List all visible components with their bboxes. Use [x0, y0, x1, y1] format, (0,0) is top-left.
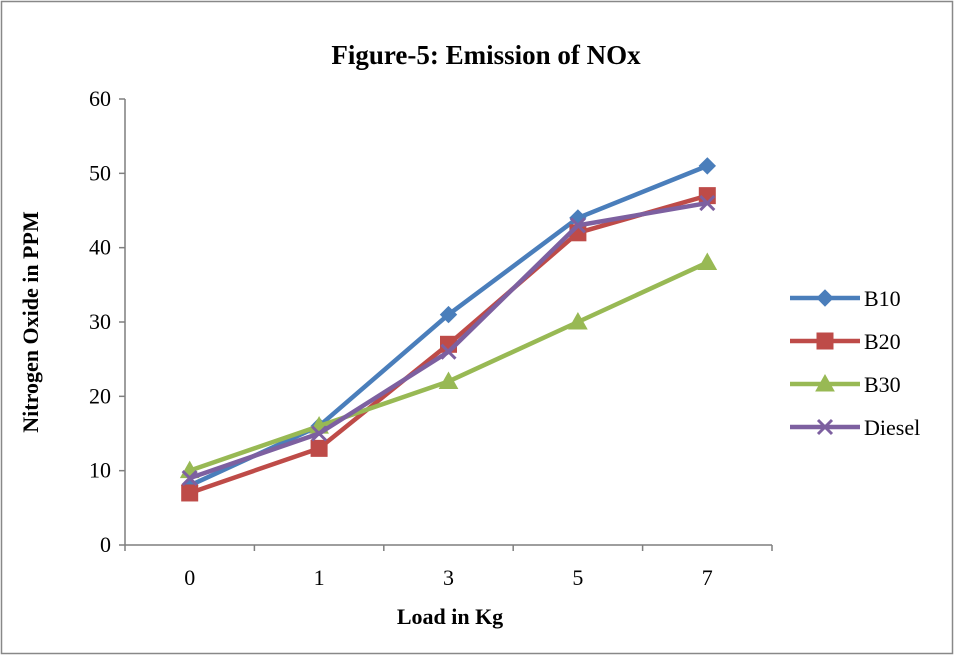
y-tick-label: 30	[89, 309, 111, 334]
legend: B10 B20 B30 Diesel	[790, 286, 920, 440]
chart-title: Figure-5: Emission of NOx	[331, 40, 641, 70]
y-tick-label: 60	[89, 86, 111, 111]
data-point-diesel	[699, 195, 716, 212]
legend-marker-diesel	[816, 418, 834, 436]
data-point-b10	[698, 157, 717, 175]
x-tick-label: 1	[314, 565, 325, 590]
legend-marker-b20	[816, 332, 834, 350]
data-point-b30	[438, 371, 459, 389]
legend-label-diesel: Diesel	[864, 415, 920, 440]
data-point-b10	[439, 305, 458, 324]
legend-item-b30: B30	[790, 372, 901, 397]
y-axis-label: Nitrogen Oxide in PPM	[18, 211, 43, 433]
y-tick-label: 0	[100, 532, 111, 557]
data-point-diesel	[181, 470, 198, 487]
series-diesel	[181, 195, 716, 487]
legend-item-diesel: Diesel	[790, 415, 920, 440]
data-point-diesel	[440, 343, 457, 360]
legend-item-b10: B10	[790, 286, 901, 311]
legend-marker-b30	[815, 373, 835, 392]
y-tick-label: 10	[89, 458, 111, 483]
data-point-b30	[697, 252, 718, 271]
y-tick-label: 40	[89, 235, 111, 260]
x-axis-label: Load in Kg	[397, 604, 503, 629]
plot-area	[179, 157, 718, 502]
legend-label-b20: B20	[864, 329, 901, 354]
data-point-b30	[568, 311, 588, 330]
legend-item-b20: B20	[790, 329, 901, 354]
legend-label-b30: B30	[864, 372, 901, 397]
y-tick-label: 50	[89, 160, 111, 185]
data-point-b20	[310, 439, 328, 457]
data-point-diesel	[569, 217, 586, 234]
x-tick-label: 5	[572, 565, 583, 590]
legend-marker-b10	[816, 289, 834, 307]
y-tick-label: 20	[89, 383, 111, 408]
x-tick-label: 7	[702, 565, 713, 590]
x-tick-label: 3	[443, 565, 454, 590]
x-tick-label: 0	[184, 565, 195, 590]
data-point-b20	[181, 484, 199, 502]
data-point-diesel	[311, 425, 328, 442]
legend-label-b10: B10	[864, 286, 901, 311]
axes: 0 10 20 30 40 50 60 0 1 3 5 7	[89, 86, 773, 590]
